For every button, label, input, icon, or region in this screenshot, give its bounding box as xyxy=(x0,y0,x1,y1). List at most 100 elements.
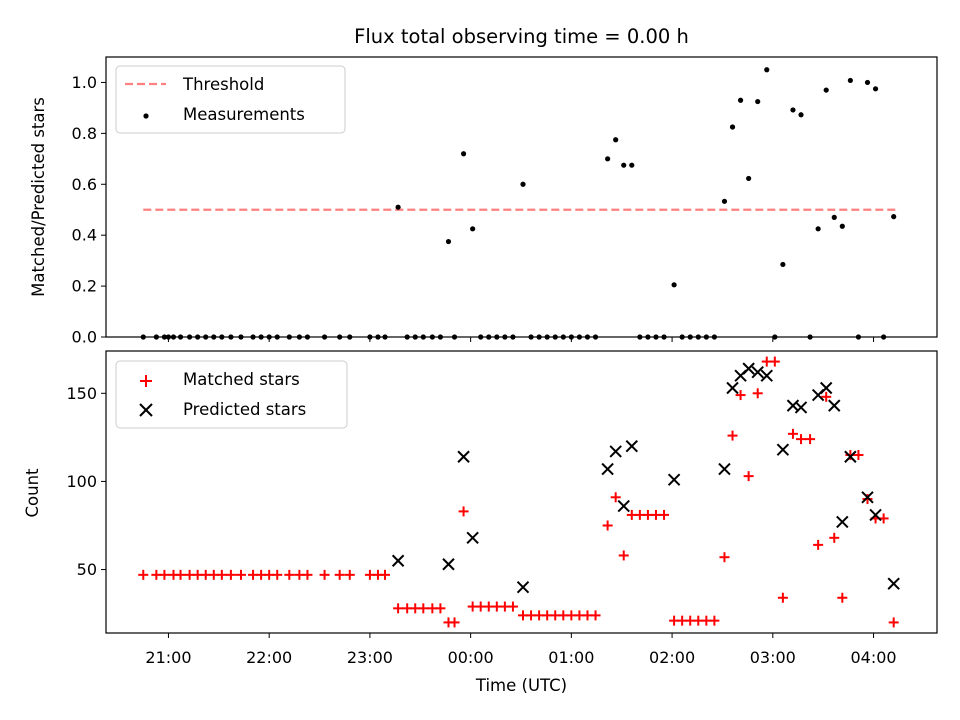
matched-star-point xyxy=(159,569,170,580)
top-y-tick-label: 0.6 xyxy=(72,175,97,194)
predicted-star-stroke xyxy=(751,365,764,379)
top-y-ticks: 0.0 0.2 0.4 0.6 0.8 1.0 xyxy=(72,73,106,347)
measurement-point xyxy=(764,67,770,73)
predicted-star-point xyxy=(760,369,773,382)
matched-star-point xyxy=(805,434,816,445)
predicted-star-point xyxy=(836,515,849,529)
measurement-point xyxy=(891,214,897,220)
predicted-legend-swatch xyxy=(139,403,153,417)
top-y-tick-label: 0.2 xyxy=(72,277,97,296)
bottom-axes-frame xyxy=(105,350,938,634)
top-y-axis-label: Matched/Predicted stars xyxy=(29,97,48,297)
top-y-tick-label: 1.0 xyxy=(72,73,97,92)
matched-star-point xyxy=(888,617,899,628)
matched-star-point xyxy=(319,569,330,580)
predicted-star-point xyxy=(457,450,470,463)
predicted-legend-label: Predicted stars xyxy=(183,400,306,419)
predicted-star-stroke xyxy=(844,450,857,463)
predicted-star-point xyxy=(861,491,874,504)
top-panel: 0.0 0.2 0.4 0.6 0.8 1.0 Matched/Predicted sta… xyxy=(29,56,938,347)
matched-star-point xyxy=(719,552,730,563)
matched-star-point xyxy=(735,390,746,401)
measurement-point xyxy=(872,86,879,92)
matched-star-point xyxy=(380,569,391,580)
measurement-point xyxy=(470,226,476,232)
predicted-star-point xyxy=(718,462,731,476)
measurements-legend-swatch xyxy=(143,113,149,119)
matched-legend-label: Matched stars xyxy=(183,370,300,389)
predicted-star-stroke xyxy=(869,508,882,522)
matched-star-point xyxy=(602,520,613,531)
matched-star-point xyxy=(435,603,446,614)
matched-star-point xyxy=(796,434,807,445)
matched-star-point xyxy=(727,430,738,441)
x-tick-label: 04:00 xyxy=(850,648,896,667)
measurement-point xyxy=(755,98,761,105)
matched-star-point xyxy=(449,617,460,628)
measurement-point xyxy=(621,162,627,168)
bottom-legend: Matched stars Predicted stars xyxy=(115,360,348,429)
bottom-x-axis-label: Time (UTC) xyxy=(475,676,567,695)
predicted-star-point xyxy=(751,365,764,379)
x-tick-label: 22:00 xyxy=(246,648,292,667)
predicted-star-stroke xyxy=(601,462,614,476)
measurement-point xyxy=(798,112,804,118)
measurement-point xyxy=(445,238,452,245)
measurements-legend-label: Measurements xyxy=(183,105,305,124)
measurement-point xyxy=(460,151,467,157)
top-axes-frame xyxy=(105,56,938,338)
predicted-star-point xyxy=(794,401,808,414)
measurement-point xyxy=(831,214,837,220)
matched-star-point xyxy=(618,550,629,561)
matched-star-point xyxy=(853,449,864,460)
x-tick-label: 00:00 xyxy=(448,648,494,667)
matched-star-point xyxy=(344,569,355,580)
predicted-star-point xyxy=(609,445,622,458)
predicted-star-stroke xyxy=(466,531,479,545)
matched-star-point xyxy=(138,569,149,580)
matched-star-point xyxy=(334,569,345,580)
chart-title: Flux total observing time = 0.00 h xyxy=(354,25,689,48)
predicted-star-stroke xyxy=(442,558,455,571)
predicted-star-stroke xyxy=(516,580,530,594)
predicted-star-stroke xyxy=(776,443,790,456)
predicted-star-stroke xyxy=(836,515,849,529)
predicted-star-stroke xyxy=(794,401,808,414)
measurement-point xyxy=(629,162,635,168)
predicted-star-point xyxy=(442,558,455,571)
measurement-point xyxy=(847,77,853,84)
predicted-star-stroke xyxy=(819,381,833,395)
matched-legend-swatch xyxy=(140,375,152,387)
predicted-star-point xyxy=(391,554,405,567)
matched-star-point xyxy=(787,428,798,439)
measurement-point xyxy=(790,107,796,113)
predicted-star-stroke xyxy=(667,473,681,486)
matched-star-point xyxy=(769,356,780,367)
predicted-star-point xyxy=(742,362,755,375)
matched-star-point xyxy=(216,569,227,580)
predicted-star-point xyxy=(667,473,681,486)
matched-star-point xyxy=(418,603,429,614)
matched-star-point xyxy=(862,494,873,505)
matched-star-point xyxy=(709,615,720,626)
matched-star-point xyxy=(507,601,518,612)
bottom-y-tick-label: 100 xyxy=(66,472,97,491)
bottom-x-ticks: 21:00 22:00 23:00 00:00 01:00 02:00 03:00 04:00 xyxy=(145,633,897,667)
bottom-plot-marks xyxy=(138,356,900,628)
x-tick-label: 01:00 xyxy=(548,648,594,667)
matched-star-point xyxy=(458,506,469,517)
matched-star-point xyxy=(175,569,186,580)
predicted-star-stroke xyxy=(391,554,405,567)
measurement-point xyxy=(721,198,728,204)
matched-star-point xyxy=(610,492,621,503)
predicted-star-stroke xyxy=(742,362,755,375)
predicted-star-point xyxy=(819,381,833,395)
matched-star-point xyxy=(829,532,840,543)
measurement-point xyxy=(815,226,821,232)
measurement-point xyxy=(395,204,401,210)
top-legend-box xyxy=(115,65,346,134)
matched-star-point xyxy=(393,603,404,614)
measurement-point xyxy=(729,124,736,130)
predicted-star-point xyxy=(844,450,857,463)
